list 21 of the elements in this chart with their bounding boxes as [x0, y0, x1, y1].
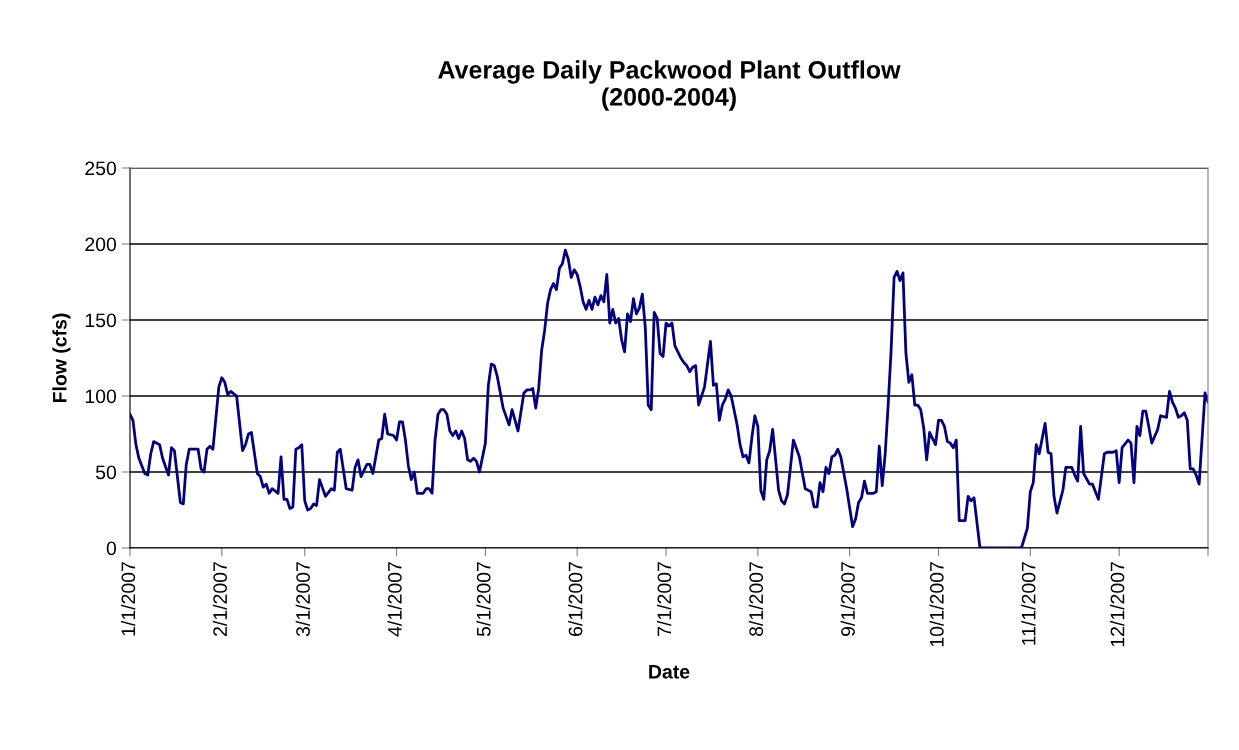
y-tick-label: 200 [85, 237, 117, 252]
x-tick-label: 3/1/2007 [295, 562, 310, 637]
y-tick-label: 0 [106, 541, 117, 556]
x-tick-label: 11/1/2007 [1021, 562, 1036, 645]
y-tick-label: 250 [85, 161, 117, 176]
x-tick-label: 2/1/2007 [212, 562, 228, 636]
y-tick-label: 150 [85, 313, 117, 328]
y-tick-label: 100 [85, 389, 117, 404]
x-tick-label: 5/1/2007 [476, 562, 491, 637]
x-tick-label: 12/1/2007 [1110, 562, 1125, 647]
x-tick-label: 9/1/2007 [840, 562, 855, 636]
x-tick-label: 1/1/2007 [120, 562, 136, 636]
x-tick-label: 7/1/2007 [656, 562, 672, 636]
y-axis-title: Flow (cfs) [52, 313, 71, 403]
x-tick-label: 8/1/2007 [748, 562, 764, 637]
chart-title: Average Daily Packwood Plant Outflow (2000-2004) [438, 60, 901, 111]
x-tick-label: 10/1/2007 [929, 562, 944, 647]
x-tick-label: 4/1/2007 [387, 562, 402, 637]
x-tick-label: 6/1/2007 [568, 562, 583, 636]
y-tick-label: 50 [95, 465, 117, 480]
x-axis-title: Date [649, 665, 690, 679]
